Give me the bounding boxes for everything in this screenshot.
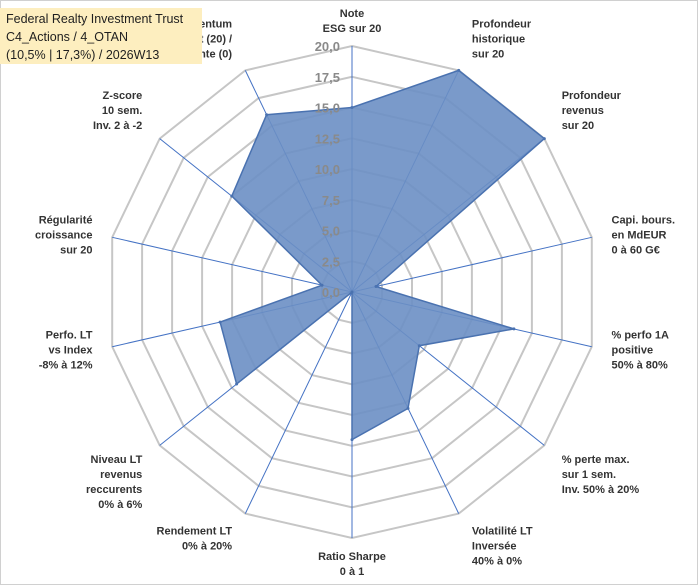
tick-label-1: 2,5: [322, 254, 340, 269]
data-point-7: [350, 438, 354, 442]
radial-tick-labels: 0,0 2,5 5,0 7,5 10,0 12,5 15,0 17,5 20,0: [315, 39, 340, 300]
axis-label-3: Capi. bours. en MdEUR 0 à 60 G€: [612, 215, 676, 257]
tick-label-8: 20,0: [315, 39, 340, 54]
axis-label-7: Ratio Sharpe 0 à 1: [318, 551, 386, 578]
data-point-11: [320, 283, 324, 287]
data-point-12: [230, 194, 234, 198]
data-point-8: [350, 290, 354, 294]
data-point-10: [218, 320, 222, 324]
tick-label-2: 5,0: [322, 224, 340, 239]
data-point-0: [350, 106, 354, 109]
series-area: [219, 69, 546, 441]
data-point-13: [265, 113, 269, 117]
company-name: Federal Realty Investment Trust: [6, 12, 184, 26]
data-point-4: [512, 327, 516, 331]
axis-label-1: Profondeur historique sur 20: [472, 19, 532, 61]
data-point-2: [542, 137, 546, 141]
data-point-3: [374, 285, 378, 288]
tick-label-0: 0,0: [322, 285, 340, 300]
data-point-5: [417, 344, 421, 348]
axis-label-2: Profondeur revenus sur 20: [562, 90, 622, 132]
tick-label-3: 7,5: [322, 193, 340, 208]
title-box: Federal Realty Investment Trust C4_Actio…: [0, 8, 202, 64]
axis-label-4: % perfo 1A positive 50% à 80%: [612, 329, 670, 371]
axis-spoke-8: [244, 291, 353, 514]
axis-spoke-11: [112, 236, 353, 293]
tick-label-7: 17,5: [315, 70, 340, 85]
axis-label-9: Niveau LT revenus reccurents 0% à 6%: [86, 454, 143, 511]
axis-label-5: % perte max. sur 1 sem. Inv. 50% à 20%: [562, 454, 640, 496]
axis-label-10: Perfo. LT vs Index -8% à 12%: [39, 329, 94, 371]
data-point-6: [406, 406, 410, 410]
tick-label-5: 12,5: [315, 131, 340, 146]
data-point-9: [235, 382, 239, 386]
axis-label-11: Régularité croissance sur 20: [35, 215, 92, 257]
axis-labels: Note ESG sur 20 Profondeur historique sur 20…: [35, 8, 675, 578]
category-label: C4_Actions / 4_OTAN: [6, 30, 129, 44]
axis-label-0: Note ESG sur 20: [323, 8, 382, 35]
tick-label-6: 15,0: [315, 101, 340, 116]
axis-spoke-3: [351, 236, 592, 293]
radar-series: [218, 68, 546, 442]
axis-label-6: Volatilité LT Inversée 40% à 0%: [472, 525, 533, 567]
stats-label: (10,5% | 17,3%) / 2026W13: [6, 48, 160, 62]
tick-label-4: 10,0: [315, 162, 340, 177]
axis-label-12: Z-score 10 sem. Inv. 2 à -2: [93, 90, 142, 132]
axis-label-8: Rendement LT 0% à 20%: [157, 525, 233, 552]
data-point-1: [457, 68, 461, 72]
